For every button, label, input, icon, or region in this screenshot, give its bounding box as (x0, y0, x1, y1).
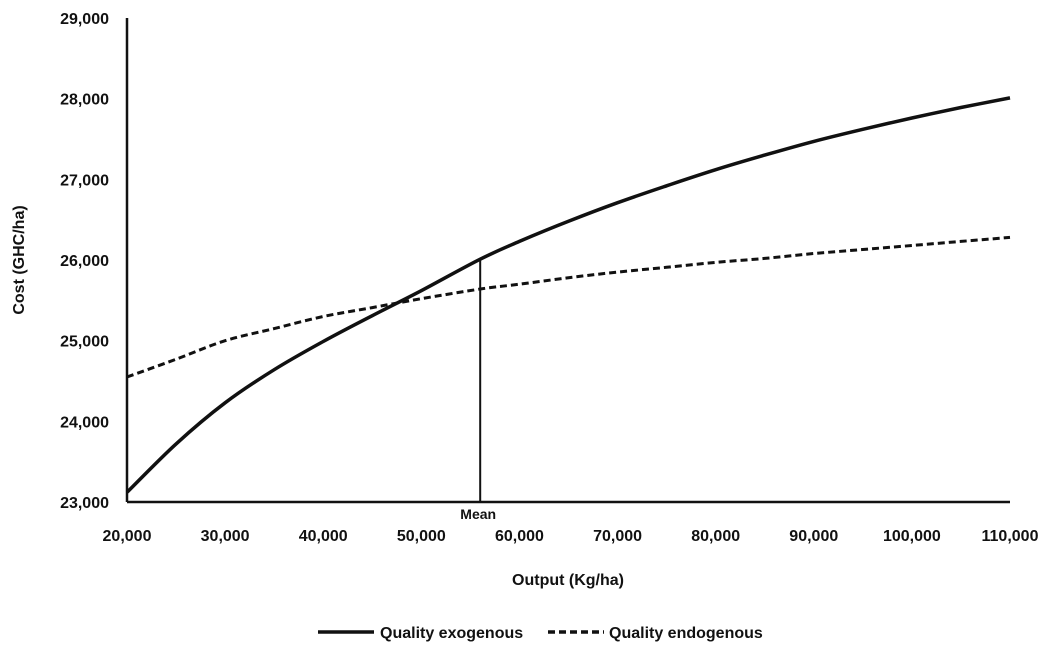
series-line-quality-exogenous (125, 96, 1011, 494)
y-tick-label: 24,000 (60, 414, 109, 431)
legend-label-exogenous: Quality exogenous (380, 625, 523, 642)
y-axis-title: Cost (GHC/ha) (11, 205, 28, 314)
y-tick-label: 25,000 (60, 334, 109, 351)
mean-label: Mean (460, 506, 496, 522)
y-tick-label: 28,000 (60, 92, 109, 109)
x-tick-label: 100,000 (883, 528, 941, 545)
y-tick-label: 23,000 (60, 495, 109, 512)
annotations: Mean (460, 259, 496, 522)
x-tick-label: 50,000 (397, 528, 446, 545)
x-axis-title: Output (Kg/ha) (512, 572, 624, 589)
x-tick-label: 90,000 (789, 528, 838, 545)
y-tick-label: 26,000 (60, 253, 109, 270)
series-line-quality-endogenous (126, 235, 1011, 379)
y-tick-label: 29,000 (60, 11, 109, 28)
x-tick-label: 70,000 (593, 528, 642, 545)
x-tick-label: 60,000 (495, 528, 544, 545)
tick-labels: 20,000 30,000 40,000 50,000 60,000 70,000 80,0… (60, 11, 1039, 545)
x-tick-label: 30,000 (201, 528, 250, 545)
legend: Quality exogenous Quality endogenous (318, 625, 763, 642)
x-tick-label: 80,000 (691, 528, 740, 545)
axes (125, 18, 1010, 504)
x-tick-label: 40,000 (299, 528, 348, 545)
x-tick-label: 20,000 (103, 528, 152, 545)
x-tick-label: 110,000 (982, 528, 1039, 545)
legend-label-endogenous: Quality endogenous (609, 625, 763, 642)
y-tick-label: 27,000 (60, 172, 109, 189)
series-lines (125, 96, 1011, 494)
